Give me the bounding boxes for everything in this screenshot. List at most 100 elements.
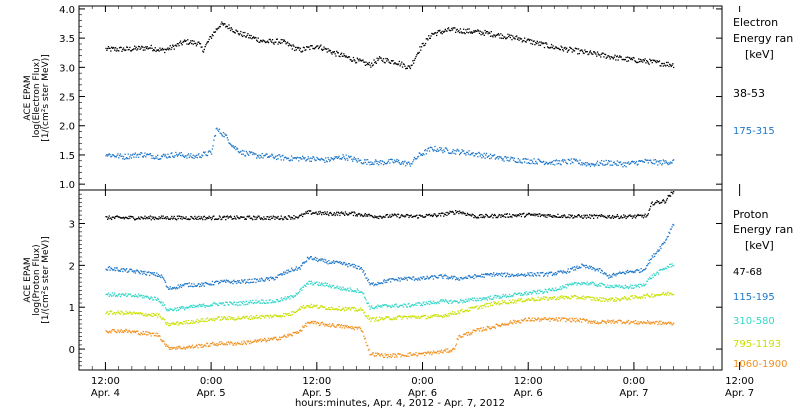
- data-point-1-4: [468, 332, 469, 333]
- data-point-1-1: [534, 273, 535, 274]
- data-point-0-1: [519, 159, 520, 160]
- data-point-1-0: [205, 219, 206, 220]
- data-point-1-1: [238, 282, 239, 283]
- data-point-1-0: [641, 216, 642, 217]
- data-point-0-0: [192, 40, 193, 41]
- data-point-1-4: [378, 353, 379, 354]
- data-point-1-0: [138, 217, 139, 218]
- data-point-1-3: [223, 318, 224, 319]
- data-point-1-2: [286, 298, 287, 299]
- y-tick-label: 1: [69, 303, 75, 314]
- data-point-0-1: [609, 161, 610, 162]
- data-point-1-3: [668, 295, 669, 296]
- data-point-1-1: [183, 285, 184, 286]
- data-point-1-3: [601, 298, 602, 299]
- data-point-1-3: [297, 311, 298, 312]
- data-point-1-3: [612, 298, 613, 299]
- data-point-1-1: [211, 284, 212, 285]
- data-point-0-0: [127, 47, 128, 48]
- data-point-1-2: [377, 308, 378, 309]
- data-point-1-0: [405, 215, 406, 216]
- data-point-1-0: [220, 217, 221, 218]
- data-point-0-0: [172, 45, 173, 46]
- data-point-0-0: [356, 62, 357, 63]
- data-point-0-0: [566, 48, 567, 49]
- data-point-1-1: [524, 274, 525, 275]
- data-point-1-2: [483, 297, 484, 298]
- data-point-0-1: [255, 154, 256, 155]
- data-point-1-2: [277, 299, 278, 300]
- data-point-1-0: [145, 218, 146, 219]
- data-point-0-1: [603, 165, 604, 166]
- data-point-1-3: [247, 316, 248, 317]
- data-point-1-3: [178, 324, 179, 325]
- data-point-0-1: [522, 162, 523, 163]
- data-point-1-2: [649, 277, 650, 278]
- data-point-0-0: [109, 48, 110, 49]
- data-point-1-1: [167, 287, 168, 288]
- data-point-1-0: [129, 218, 130, 219]
- data-point-1-3: [444, 316, 445, 317]
- data-point-0-0: [670, 65, 671, 66]
- data-point-0-1: [151, 158, 152, 159]
- data-point-1-4: [201, 344, 202, 345]
- data-point-0-0: [664, 63, 665, 64]
- data-point-1-0: [588, 217, 589, 218]
- data-point-1-3: [224, 317, 225, 318]
- data-point-0-0: [344, 55, 345, 56]
- legend-title: [keV]: [745, 48, 774, 61]
- data-point-1-2: [638, 284, 639, 285]
- data-point-0-0: [480, 34, 481, 35]
- data-point-1-0: [396, 216, 397, 217]
- data-point-1-4: [134, 331, 135, 332]
- data-point-1-4: [212, 342, 213, 343]
- data-point-1-3: [166, 324, 167, 325]
- data-point-1-0: [305, 211, 306, 212]
- data-point-1-2: [199, 304, 200, 305]
- data-point-1-2: [130, 293, 131, 294]
- data-point-1-2: [320, 285, 321, 286]
- data-point-0-1: [245, 155, 246, 156]
- data-point-1-2: [158, 299, 159, 300]
- data-point-0-1: [594, 165, 595, 166]
- data-point-0-1: [614, 162, 615, 163]
- data-point-1-0: [443, 216, 444, 217]
- data-point-1-3: [292, 314, 293, 315]
- data-point-1-3: [205, 318, 206, 319]
- data-point-1-2: [622, 285, 623, 286]
- data-point-1-0: [196, 219, 197, 220]
- data-point-1-3: [144, 315, 145, 316]
- data-point-0-1: [453, 153, 454, 154]
- data-point-1-0: [327, 214, 328, 215]
- data-point-1-3: [120, 313, 121, 314]
- data-point-0-0: [552, 47, 553, 48]
- data-point-0-0: [483, 32, 484, 33]
- data-point-1-0: [335, 215, 336, 216]
- data-point-1-2: [559, 289, 560, 290]
- data-point-1-3: [434, 316, 435, 317]
- data-point-1-4: [178, 347, 179, 348]
- data-point-1-4: [365, 342, 366, 343]
- data-point-1-0: [623, 214, 624, 215]
- data-point-1-0: [586, 218, 587, 219]
- data-point-1-2: [339, 286, 340, 287]
- data-point-1-3: [509, 300, 510, 301]
- data-point-0-0: [517, 39, 518, 40]
- data-point-1-3: [320, 307, 321, 308]
- data-point-0-0: [258, 38, 259, 39]
- data-point-0-0: [599, 54, 600, 55]
- data-point-1-2: [419, 303, 420, 304]
- data-point-1-2: [552, 288, 553, 289]
- data-point-1-1: [316, 260, 317, 261]
- data-point-0-0: [536, 43, 537, 44]
- data-point-1-4: [385, 355, 386, 356]
- data-point-1-3: [504, 300, 505, 301]
- data-point-1-1: [671, 226, 672, 227]
- data-point-1-3: [448, 313, 449, 314]
- data-point-1-2: [539, 290, 540, 291]
- data-point-1-1: [483, 274, 484, 275]
- data-point-0-0: [198, 42, 199, 43]
- data-point-1-2: [630, 285, 631, 286]
- data-point-1-2: [436, 303, 437, 304]
- data-point-1-3: [442, 317, 443, 318]
